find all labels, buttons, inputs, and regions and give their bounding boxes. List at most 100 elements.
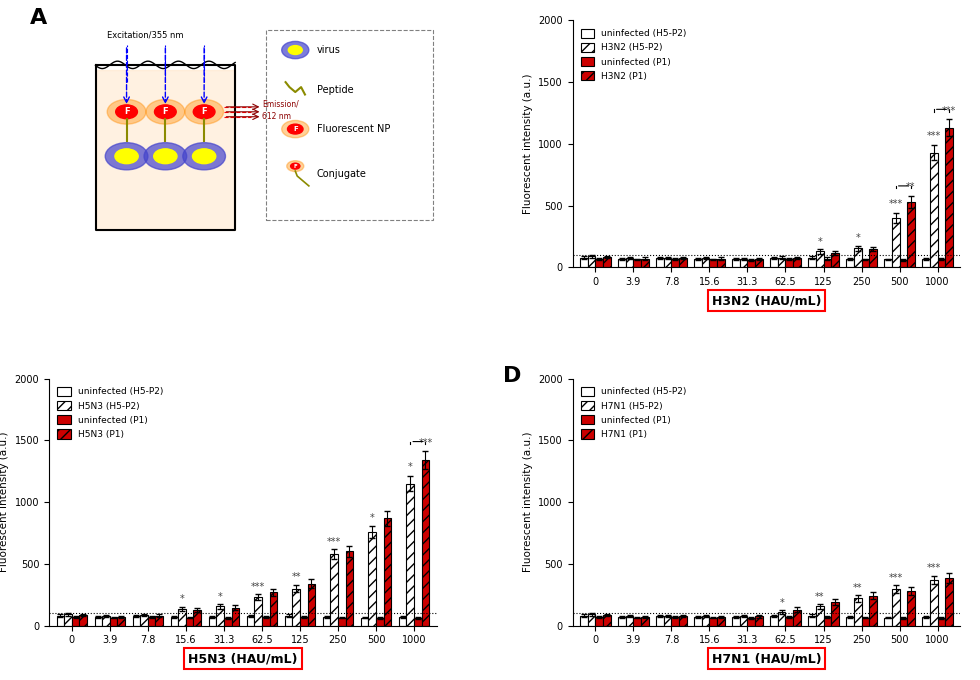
Bar xyxy=(633,617,641,626)
Text: *: * xyxy=(218,592,222,602)
Bar xyxy=(847,617,854,626)
Bar xyxy=(808,258,816,267)
Bar xyxy=(338,617,346,626)
X-axis label: H5N3 (HAU/mL): H5N3 (HAU/mL) xyxy=(188,652,298,665)
Text: ***: *** xyxy=(942,105,956,116)
Text: F: F xyxy=(293,126,298,132)
Bar xyxy=(663,258,671,267)
Bar xyxy=(847,258,854,267)
Bar xyxy=(702,616,710,626)
Text: ***: *** xyxy=(251,581,266,592)
Text: virus: virus xyxy=(317,45,340,55)
Bar xyxy=(588,615,596,626)
Text: Peptide: Peptide xyxy=(317,84,353,95)
Circle shape xyxy=(185,99,223,124)
Bar xyxy=(823,258,831,267)
Legend: uninfected (H5-P2), H3N2 (H5-P2), uninfected (P1), H3N2 (P1): uninfected (H5-P2), H3N2 (H5-P2), uninfe… xyxy=(577,25,691,84)
Bar xyxy=(596,259,603,267)
Text: **: ** xyxy=(906,182,915,192)
Circle shape xyxy=(281,41,309,58)
Text: *: * xyxy=(779,598,784,608)
Bar xyxy=(102,616,110,626)
Bar xyxy=(671,259,679,267)
Circle shape xyxy=(115,149,138,164)
Bar xyxy=(945,578,953,626)
Bar xyxy=(657,616,663,626)
Bar xyxy=(930,580,938,626)
Bar xyxy=(346,551,353,626)
Y-axis label: Fluorescent intensity (a.u.): Fluorescent intensity (a.u.) xyxy=(522,73,533,214)
Circle shape xyxy=(155,105,176,119)
Text: ***: *** xyxy=(418,438,432,447)
Bar xyxy=(209,617,217,626)
Bar xyxy=(786,259,793,267)
Bar xyxy=(816,252,823,267)
Bar xyxy=(421,460,429,626)
Circle shape xyxy=(281,120,309,138)
Bar xyxy=(580,615,588,626)
Bar xyxy=(308,583,316,626)
Bar xyxy=(679,616,687,626)
Text: **: ** xyxy=(291,573,301,582)
Bar xyxy=(770,616,778,626)
Bar xyxy=(869,249,877,267)
X-axis label: H7N1 (HAU/mL): H7N1 (HAU/mL) xyxy=(711,652,821,665)
Bar xyxy=(588,256,596,267)
Bar xyxy=(223,618,231,626)
Bar xyxy=(300,617,308,626)
Bar xyxy=(793,258,801,267)
Bar xyxy=(778,258,786,267)
Text: Emission/: Emission/ xyxy=(263,100,299,109)
Bar xyxy=(217,607,223,626)
Bar xyxy=(270,592,277,626)
Text: *: * xyxy=(856,233,860,243)
Bar xyxy=(65,615,72,626)
Bar xyxy=(748,260,755,267)
Bar xyxy=(376,618,383,626)
Bar xyxy=(407,483,414,626)
Bar xyxy=(186,617,193,626)
Bar xyxy=(110,617,118,626)
Bar xyxy=(580,258,588,267)
Circle shape xyxy=(144,143,186,170)
Bar xyxy=(945,128,953,267)
Bar xyxy=(292,589,300,626)
Bar xyxy=(148,617,156,626)
Bar xyxy=(732,617,740,626)
Bar xyxy=(831,602,839,626)
Bar xyxy=(603,615,611,626)
Bar xyxy=(831,252,839,267)
Bar xyxy=(778,612,786,626)
Bar xyxy=(694,258,702,267)
Bar xyxy=(72,617,79,626)
Bar xyxy=(626,616,633,626)
Text: *: * xyxy=(817,237,822,247)
Circle shape xyxy=(291,163,300,169)
Bar xyxy=(603,257,611,267)
Bar xyxy=(732,259,740,267)
Bar xyxy=(618,259,626,267)
Bar xyxy=(808,615,816,626)
Bar xyxy=(900,618,907,626)
Text: ***: *** xyxy=(327,537,341,547)
Text: F: F xyxy=(123,107,129,116)
Text: F: F xyxy=(201,107,207,116)
Circle shape xyxy=(288,46,302,54)
Bar xyxy=(641,258,649,267)
Text: *: * xyxy=(179,594,184,605)
Bar xyxy=(178,609,186,626)
Bar xyxy=(247,616,255,626)
Bar xyxy=(57,615,65,626)
Text: F: F xyxy=(163,107,169,116)
Bar xyxy=(938,259,945,267)
Bar xyxy=(861,617,869,626)
Text: A: A xyxy=(29,8,47,28)
Bar xyxy=(740,616,748,626)
Bar xyxy=(702,258,710,267)
Bar xyxy=(922,617,930,626)
Bar xyxy=(626,258,633,267)
Bar xyxy=(930,152,938,267)
Text: **: ** xyxy=(853,583,862,593)
Bar xyxy=(907,202,914,267)
Bar xyxy=(854,598,861,626)
